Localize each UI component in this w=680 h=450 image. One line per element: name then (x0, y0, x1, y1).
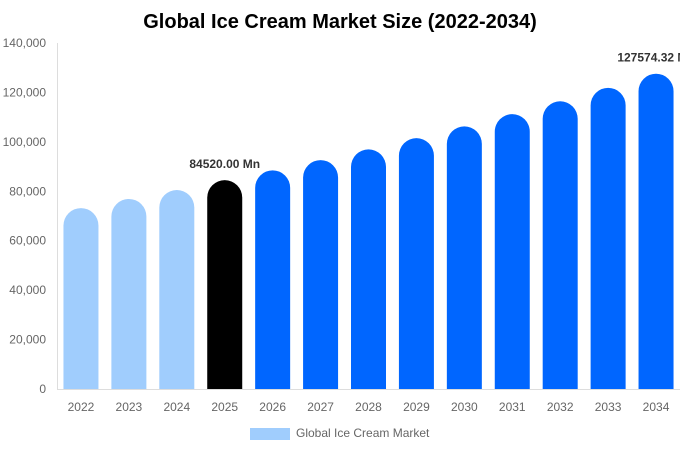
legend-label: Global Ice Cream Market (296, 426, 430, 440)
bar-2030[interactable] (446, 126, 482, 389)
x-tick-label: 2028 (355, 400, 382, 414)
x-tick-label: 2027 (307, 400, 334, 414)
x-tick-label: 2025 (211, 400, 238, 414)
data-label: 84520.00 Mn (189, 157, 260, 171)
bar-2034[interactable] (638, 73, 674, 390)
chart-title: Global Ice Cream Market Size (2022-2034) (143, 11, 537, 33)
y-tick-label: 0 (39, 382, 46, 396)
x-tick-label: 2023 (116, 400, 143, 414)
bar-2031[interactable] (494, 114, 530, 389)
y-tick-label: 100,000 (3, 135, 47, 149)
bar-2033[interactable] (590, 87, 626, 389)
x-tick-label: 2030 (451, 400, 478, 414)
x-tick-label: 2032 (547, 400, 574, 414)
y-tick-label: 120,000 (3, 85, 47, 99)
legend[interactable]: Global Ice Cream Market (250, 426, 430, 440)
y-tick-label: 20,000 (9, 333, 46, 347)
y-tick-label: 60,000 (9, 234, 46, 248)
data-label: 127574.32 Mn (617, 51, 680, 65)
bar-2024[interactable] (159, 190, 195, 389)
legend-swatch (250, 428, 290, 440)
y-tick-label: 140,000 (3, 36, 47, 50)
x-tick-label: 2033 (595, 400, 622, 414)
bar-2029[interactable] (398, 138, 434, 389)
x-tick-label: 2026 (259, 400, 286, 414)
bar-2032[interactable] (542, 101, 578, 390)
y-tick-label: 80,000 (9, 184, 46, 198)
x-tick-label: 2029 (403, 400, 430, 414)
bar-2022[interactable] (63, 208, 99, 389)
bar-2023[interactable] (111, 198, 147, 389)
y-tick-label: 40,000 (9, 283, 46, 297)
x-tick-label: 2034 (643, 400, 670, 414)
bar-2026[interactable] (255, 170, 291, 389)
bar-2028[interactable] (351, 149, 386, 389)
bar-2027[interactable] (303, 160, 339, 389)
x-tick-label: 2031 (499, 400, 526, 414)
x-tick-label: 2022 (68, 400, 95, 414)
x-tick-label: 2024 (163, 400, 190, 414)
bar-2025[interactable] (207, 180, 243, 389)
